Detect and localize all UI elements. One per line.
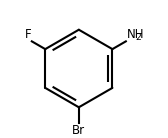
Text: 2: 2 <box>136 33 142 42</box>
Text: NH: NH <box>127 28 144 41</box>
Text: F: F <box>25 28 31 41</box>
Text: Br: Br <box>72 124 85 137</box>
